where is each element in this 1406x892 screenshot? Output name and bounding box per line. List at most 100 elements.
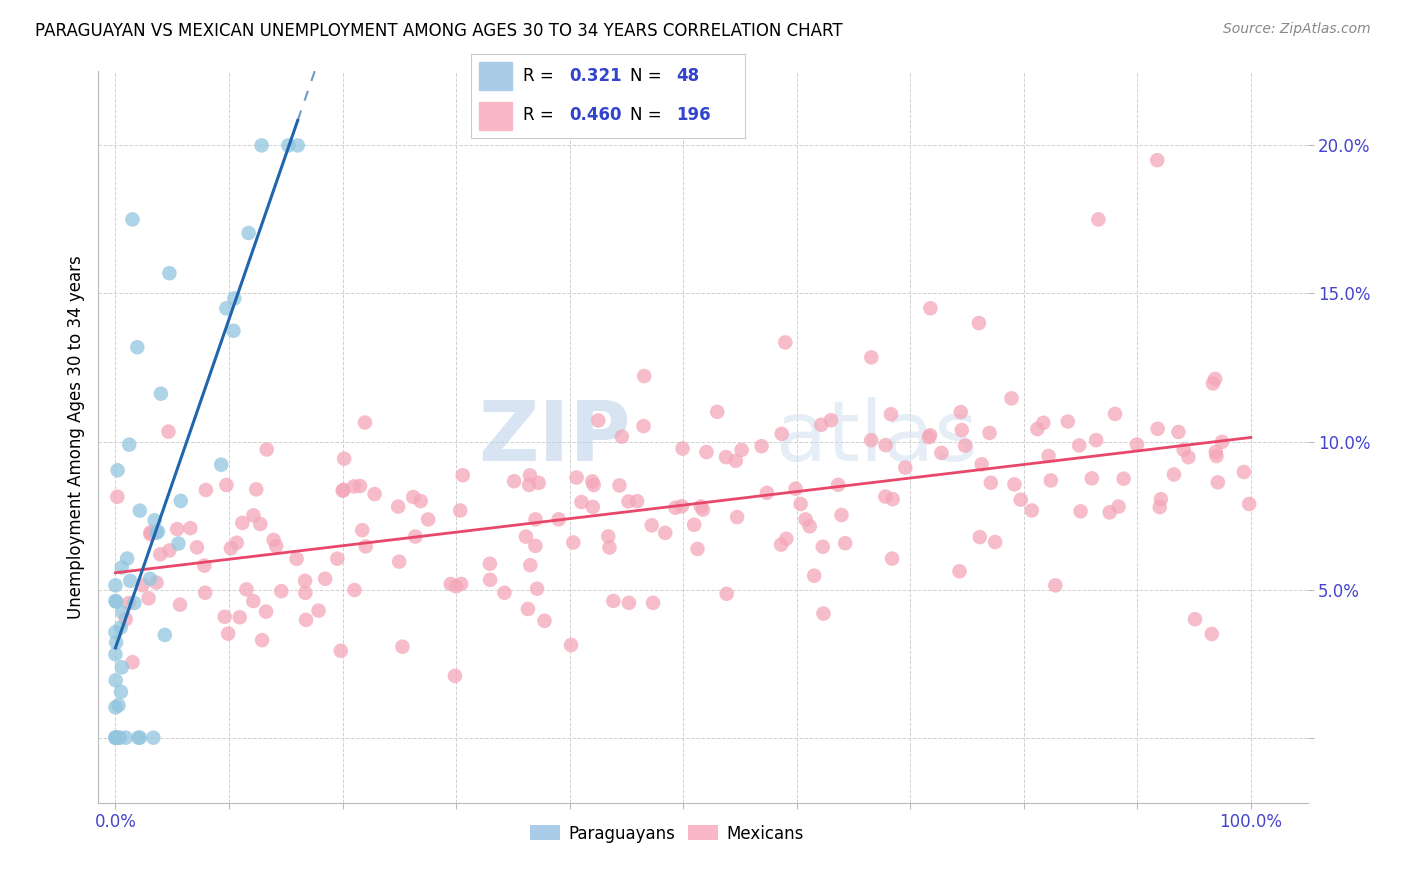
Point (186, 541, 208, 555)
Point (314, 572, 336, 586)
Point (1032, 416, 1054, 430)
Point (706, 405, 728, 419)
Point (794, 512, 817, 526)
Point (449, 503, 471, 517)
Point (860, 351, 883, 365)
Point (1150, 492, 1173, 507)
Point (626, 494, 648, 508)
Point (169, 598, 191, 612)
Point (114, 731, 136, 745)
Point (770, 538, 793, 552)
Point (1204, 372, 1226, 386)
Point (1146, 153, 1168, 168)
Point (450, 577, 472, 591)
Point (166, 522, 188, 536)
Point (444, 669, 467, 683)
Text: 0.460: 0.460 (569, 106, 623, 124)
Point (654, 525, 676, 540)
Point (120, 574, 142, 588)
Point (111, 606, 134, 620)
Text: 48: 48 (676, 67, 700, 85)
Point (931, 446, 953, 460)
Point (250, 138, 273, 153)
Point (349, 479, 371, 493)
Point (270, 584, 292, 599)
Point (170, 494, 193, 508)
Text: PARAGUAYAN VS MEXICAN UNEMPLOYMENT AMONG AGES 30 TO 34 YEARS CORRELATION CHART: PARAGUAYAN VS MEXICAN UNEMPLOYMENT AMONG… (35, 22, 842, 40)
Point (1108, 500, 1130, 514)
Point (250, 633, 273, 648)
Point (875, 490, 897, 504)
Point (107, 731, 129, 745)
Point (107, 698, 129, 713)
Point (215, 301, 238, 316)
Point (875, 438, 897, 452)
Text: N =: N = (630, 106, 666, 124)
Point (1233, 465, 1256, 479)
Point (145, 575, 167, 590)
Point (326, 551, 349, 566)
Point (671, 500, 693, 514)
Text: N =: N = (630, 67, 666, 85)
Point (724, 454, 747, 468)
Point (263, 533, 285, 547)
Point (149, 547, 172, 561)
Point (775, 532, 797, 546)
Point (124, 596, 146, 610)
Point (167, 536, 190, 550)
Point (444, 579, 467, 593)
Point (789, 497, 811, 511)
Point (404, 529, 426, 543)
Point (953, 439, 976, 453)
Point (515, 530, 537, 544)
Point (219, 541, 242, 556)
Point (294, 574, 316, 588)
Point (209, 458, 232, 472)
Point (519, 468, 541, 483)
Point (451, 468, 474, 483)
Point (1206, 475, 1229, 490)
Point (343, 479, 366, 493)
Point (249, 516, 271, 531)
Point (834, 536, 856, 550)
Point (880, 407, 903, 421)
Point (633, 369, 655, 384)
Point (519, 558, 541, 573)
Point (1085, 433, 1108, 447)
Point (716, 587, 738, 601)
Point (562, 535, 585, 549)
Point (104, 731, 127, 745)
Point (1184, 612, 1206, 626)
Point (105, 635, 128, 649)
Point (139, 572, 162, 586)
Point (478, 557, 501, 571)
Point (565, 470, 588, 484)
Point (609, 478, 631, 492)
Point (114, 612, 136, 626)
Point (287, 138, 309, 153)
Point (588, 413, 610, 427)
Point (948, 564, 970, 578)
Point (690, 500, 713, 514)
Point (295, 613, 318, 627)
Point (820, 413, 842, 427)
Point (524, 512, 547, 526)
Point (610, 430, 633, 444)
Point (127, 340, 149, 354)
Point (714, 450, 737, 464)
Point (671, 442, 693, 456)
Point (285, 551, 308, 566)
Point (332, 483, 354, 498)
Point (111, 660, 134, 674)
Legend: Paraguayans, Mexicans: Paraguayans, Mexicans (523, 818, 810, 849)
Point (533, 614, 555, 628)
Point (131, 578, 153, 592)
Point (970, 458, 993, 472)
Point (139, 527, 162, 541)
Point (387, 500, 409, 514)
Point (1177, 450, 1199, 465)
Point (1201, 627, 1223, 641)
Point (118, 437, 141, 451)
Point (391, 640, 413, 654)
Point (1205, 449, 1227, 463)
